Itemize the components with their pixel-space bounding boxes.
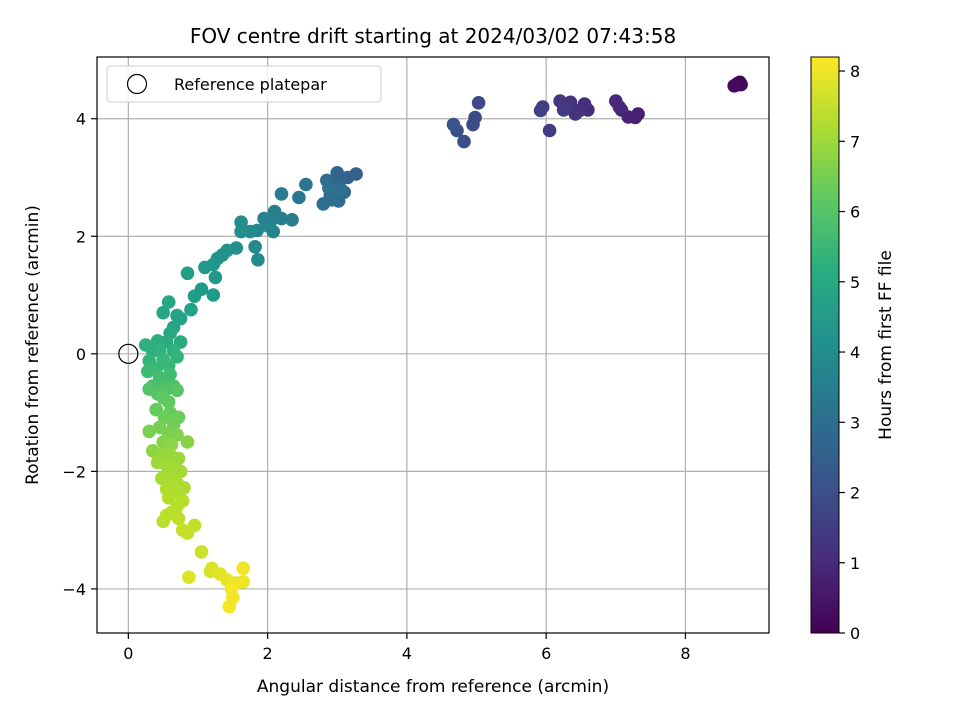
data-point bbox=[330, 166, 345, 180]
data-point bbox=[292, 190, 306, 205]
data-point bbox=[142, 424, 156, 439]
data-point bbox=[236, 575, 250, 589]
data-point bbox=[180, 435, 195, 449]
x-axis-label: Angular distance from reference (arcmin) bbox=[257, 677, 609, 697]
data-point bbox=[234, 215, 248, 229]
colorbar: 0 1 2 3 4 5 6 7 8 Hours from first FF file bbox=[810, 56, 896, 643]
colorbar-tick-label: 1 bbox=[850, 554, 860, 573]
data-point bbox=[556, 103, 571, 117]
data-point bbox=[161, 491, 176, 505]
reference-platepar-marker bbox=[118, 343, 139, 364]
data-point bbox=[542, 123, 557, 138]
x-tick-label: 2 bbox=[263, 644, 273, 663]
data-point bbox=[170, 350, 184, 364]
data-point bbox=[161, 395, 176, 409]
data-point bbox=[194, 545, 209, 559]
data-point bbox=[285, 213, 299, 227]
data-point bbox=[224, 582, 239, 596]
y-tick-label: −2 bbox=[62, 462, 86, 481]
data-point bbox=[170, 308, 184, 323]
data-point bbox=[457, 134, 471, 149]
legend-box bbox=[106, 65, 382, 103]
data-point bbox=[612, 100, 627, 114]
y-axis-ticks: −4 −2 0 2 4 bbox=[62, 110, 97, 599]
colorbar-tick-label: 7 bbox=[850, 132, 860, 151]
data-point bbox=[170, 428, 184, 442]
data-point bbox=[187, 289, 202, 304]
data-point bbox=[208, 270, 223, 285]
legend-reference-marker bbox=[126, 73, 148, 95]
colorbar-tick-label: 6 bbox=[850, 203, 860, 222]
data-point bbox=[322, 181, 336, 195]
data-point bbox=[236, 561, 250, 576]
data-point bbox=[299, 177, 313, 192]
data-point bbox=[234, 224, 248, 239]
y-tick-label: −4 bbox=[62, 580, 86, 599]
data-point bbox=[274, 187, 289, 201]
y-tick-label: 0 bbox=[76, 345, 86, 364]
plot-frame bbox=[96, 56, 770, 634]
data-point bbox=[251, 252, 265, 267]
colorbar-tick-label: 2 bbox=[850, 484, 860, 503]
colorbar-gradient bbox=[810, 56, 840, 634]
data-point bbox=[471, 96, 486, 110]
x-tick-label: 4 bbox=[402, 644, 412, 663]
data-point bbox=[155, 471, 169, 486]
data-point bbox=[182, 570, 196, 584]
data-point bbox=[173, 464, 188, 479]
data-point bbox=[248, 240, 262, 254]
legend: Reference platepar bbox=[106, 65, 382, 103]
x-axis-ticks: 0 2 4 6 8 bbox=[123, 633, 691, 663]
colorbar-tick-label: 4 bbox=[850, 343, 860, 362]
data-point bbox=[533, 103, 548, 118]
data-point bbox=[324, 193, 339, 207]
y-tick-label: 4 bbox=[76, 110, 86, 129]
data-point bbox=[141, 364, 155, 379]
data-point bbox=[156, 514, 170, 529]
y-tick-label: 2 bbox=[76, 227, 86, 246]
colorbar-tick-label: 3 bbox=[850, 413, 860, 432]
legend-label: Reference platepar bbox=[174, 75, 327, 94]
colorbar-label: Hours from first FF file bbox=[876, 250, 896, 440]
data-point bbox=[156, 305, 170, 320]
data-point bbox=[198, 260, 212, 275]
x-tick-label: 0 bbox=[123, 644, 133, 663]
colorbar-tick-label: 5 bbox=[850, 273, 860, 292]
chart-title: FOV centre drift starting at 2024/03/02 … bbox=[190, 24, 676, 48]
data-point bbox=[446, 117, 461, 132]
data-point bbox=[222, 599, 237, 614]
data-point bbox=[170, 383, 184, 398]
data-point bbox=[164, 438, 179, 452]
data-point bbox=[161, 295, 176, 309]
data-point bbox=[180, 266, 195, 281]
data-point bbox=[180, 526, 195, 540]
data-point bbox=[333, 182, 348, 196]
x-tick-label: 6 bbox=[541, 644, 551, 663]
data-point bbox=[138, 338, 153, 352]
grid-lines bbox=[97, 57, 769, 633]
data-point bbox=[266, 224, 281, 239]
reference-marker-layer bbox=[118, 343, 139, 364]
data-point bbox=[466, 117, 480, 132]
colorbar-tick-label: 0 bbox=[850, 624, 860, 643]
data-point bbox=[727, 79, 741, 93]
data-points bbox=[138, 75, 748, 614]
colorbar-ticks: 0 1 2 3 4 5 6 7 8 bbox=[839, 62, 860, 643]
y-axis-label: Rotation from reference (arcmin) bbox=[23, 205, 43, 485]
data-point bbox=[171, 511, 186, 526]
colorbar-tick-label: 8 bbox=[850, 62, 860, 81]
x-tick-label: 8 bbox=[680, 644, 690, 663]
data-point bbox=[184, 302, 198, 317]
data-point bbox=[206, 288, 221, 302]
